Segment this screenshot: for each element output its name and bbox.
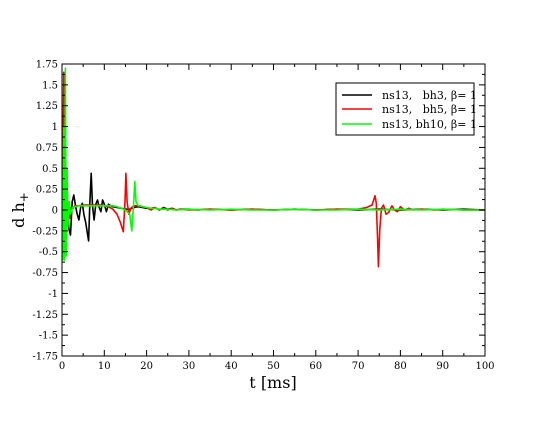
x-tick-label: 90 bbox=[436, 361, 449, 372]
legend-label-ns13-bh3: ns13, bh3, β= 1 bbox=[382, 89, 477, 102]
y-tick-label: -0.75 bbox=[32, 268, 58, 279]
x-tick-label: 10 bbox=[98, 361, 111, 372]
y-tick-label: -1.25 bbox=[32, 310, 58, 321]
y-tick-label: 1.5 bbox=[42, 80, 58, 91]
y-tick-label: -0.5 bbox=[39, 247, 58, 258]
x-tick-label: 100 bbox=[475, 361, 494, 372]
y-axis-title-subscript: + bbox=[17, 192, 31, 202]
y-axis-title: d h+ bbox=[9, 192, 31, 228]
y-tick-label: 1 bbox=[52, 122, 58, 133]
series-line-3 bbox=[62, 67, 485, 261]
y-tick-label: 1.75 bbox=[36, 60, 58, 71]
y-tick-label: 0.25 bbox=[36, 185, 58, 196]
y-tick-label: -1.5 bbox=[39, 331, 58, 342]
y-axis-title-main: d h bbox=[9, 202, 28, 228]
y-tick-label: -1 bbox=[48, 289, 58, 300]
y-tick-label: -0.25 bbox=[32, 226, 58, 237]
x-tick-label: 80 bbox=[394, 361, 407, 372]
legend: ns13, bh3, β= 1 ns13, bh5, β= 1 ns13, bh… bbox=[335, 82, 477, 136]
series-layer bbox=[62, 67, 485, 268]
tick-labels: 0 10 20 30 40 50 60 70 80 90 100 1.75 1.5 1.25 1 0.75 0.… bbox=[32, 60, 494, 373]
x-tick-label: 70 bbox=[352, 361, 365, 372]
y-tick-label: 0 bbox=[52, 206, 58, 217]
x-tick-label: 60 bbox=[309, 361, 322, 372]
x-tick-label: 40 bbox=[225, 361, 238, 372]
legend-label-ns13-bh5: ns13, bh5, β= 1 bbox=[382, 103, 477, 116]
x-tick-label: 0 bbox=[59, 361, 65, 372]
y-tick-label: 0.75 bbox=[36, 143, 58, 154]
x-tick-label: 50 bbox=[267, 361, 280, 372]
x-tick-label: 20 bbox=[140, 361, 153, 372]
y-tick-label: -1.75 bbox=[32, 352, 58, 363]
y-tick-label: 1.25 bbox=[36, 101, 58, 112]
x-tick-label: 30 bbox=[183, 361, 196, 372]
x-axis-title: t [ms] bbox=[249, 373, 296, 392]
y-tick-label: 0.5 bbox=[42, 164, 58, 175]
axis-ticks bbox=[61, 63, 486, 357]
legend-label-ns13-bh10: ns13, bh10, β= 1 bbox=[382, 118, 477, 131]
